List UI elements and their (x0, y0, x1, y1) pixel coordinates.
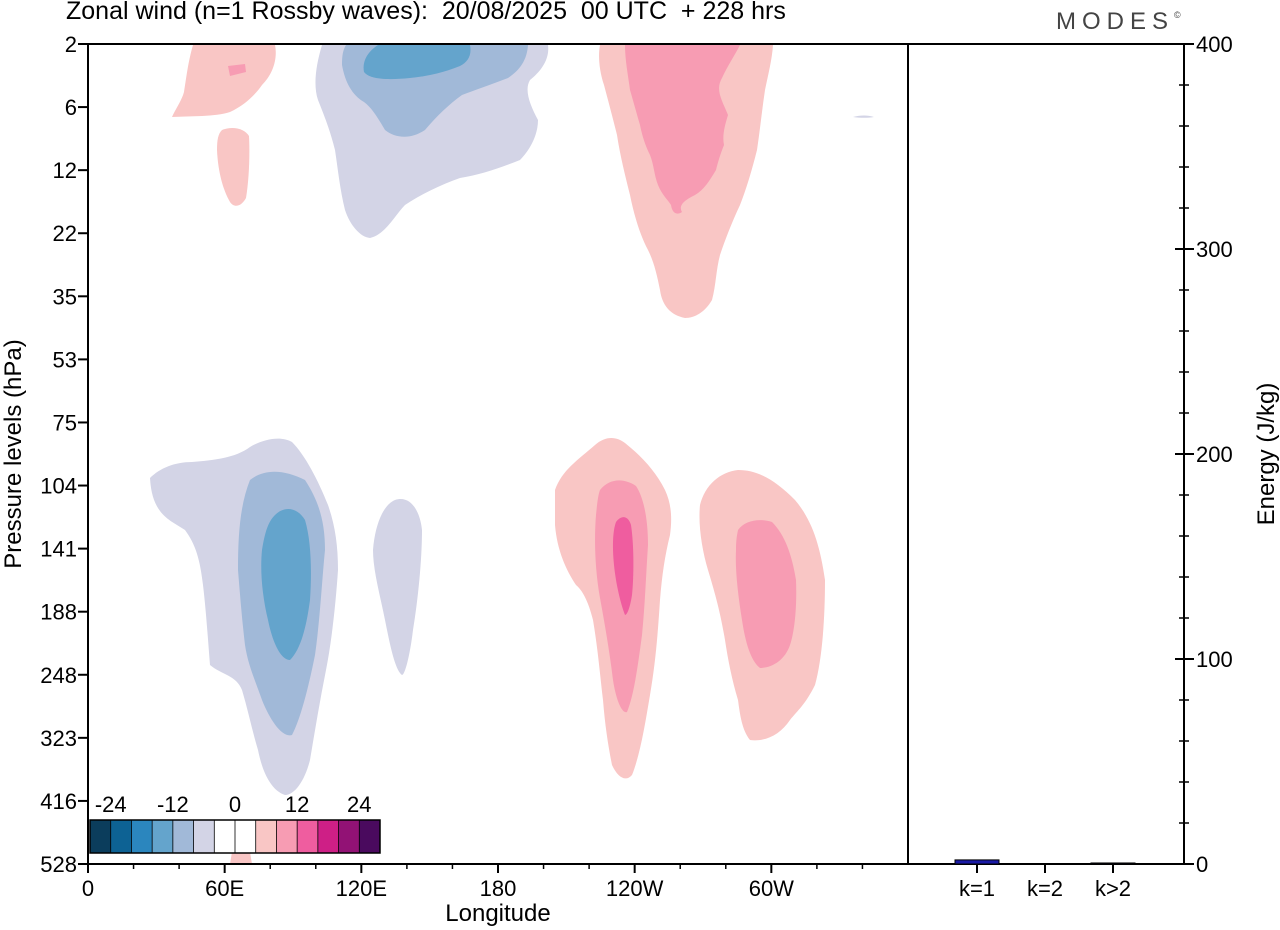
colorbar-swatch (297, 820, 319, 853)
energy-x-tick-label: k=2 (1027, 876, 1063, 901)
y-tick-label: 75 (53, 410, 77, 435)
contour-pos-upper-west-small (217, 128, 250, 206)
x-axis-label: Longitude (445, 900, 550, 927)
colorbar-swatch (276, 820, 298, 853)
colorbar-label: 12 (285, 792, 309, 817)
brand-mark: © (1174, 10, 1181, 20)
energy-y-tick-label: 100 (1196, 647, 1233, 672)
colorbar-swatch (193, 820, 215, 853)
x-axis: 0 60E 120E 180 120W 60W (82, 864, 864, 901)
energy-y-tick-label: 0 (1196, 852, 1208, 877)
colorbar-swatch (172, 820, 195, 853)
x-tick-label: 180 (480, 876, 517, 901)
colorbar-swatch (359, 820, 381, 853)
y-axis-label: Pressure levels (hPa) (0, 339, 27, 568)
colorbar-swatch (235, 820, 257, 853)
y-tick-label: 416 (40, 789, 77, 814)
x-tick-label: 120E (336, 876, 387, 901)
y-tick-label: 12 (53, 158, 77, 183)
contour-pos-upper-west-4 (172, 45, 276, 117)
colorbar-swatch (214, 820, 236, 853)
y-tick-label: 188 (40, 600, 77, 625)
colorbar-swatch (90, 820, 112, 853)
energy-axis-label: Energy (J/kg) (1253, 383, 1280, 526)
energy-panel-frame (907, 43, 1185, 865)
x-tick-label: 120W (606, 876, 664, 901)
colorbar-label: 24 (347, 792, 371, 817)
energy-x-tick-label: k=1 (959, 876, 995, 901)
contour-field (150, 45, 874, 864)
colorbar-label: -12 (157, 792, 189, 817)
colorbar-swatch (338, 820, 360, 853)
contour-pos-upper-west-8 (228, 64, 246, 76)
contour-neg-upper-12 (363, 45, 471, 80)
contour-pos-bottom-sliver (230, 852, 252, 864)
y-tick-label: 35 (53, 284, 77, 309)
y-tick-label: 528 (40, 852, 77, 877)
brand-logo: MODES© (1056, 8, 1181, 36)
contour-pos-lower-b-8 (735, 520, 797, 668)
y-tick-label: 53 (53, 347, 77, 372)
y-tick-label: 2 (65, 32, 77, 57)
y-tick-label: 6 (65, 95, 77, 120)
brand-name: MODES (1056, 8, 1175, 35)
colorbar-swatch (152, 820, 174, 853)
colorbar-swatch (255, 820, 277, 853)
contour-neg-lower-12 (261, 508, 311, 660)
colorbar-label: 0 (229, 792, 241, 817)
energy-bar (954, 859, 1000, 865)
energy-x-axis: k=1 k=2 k>2 (959, 864, 1131, 901)
x-tick-label: 60W (749, 876, 794, 901)
y-tick-label: 248 (40, 663, 77, 688)
contour-pos-lower-a-12 (612, 517, 634, 615)
colorbar-swatch (131, 820, 153, 853)
energy-y-tick-label: 200 (1196, 442, 1233, 467)
contour-neg-blip (853, 115, 874, 118)
y-tick-label: 104 (40, 474, 77, 499)
energy-x-tick-label: k>2 (1095, 876, 1131, 901)
energy-y-tick-label: 400 (1196, 32, 1233, 57)
y-tick-label: 323 (40, 726, 77, 751)
colorbar-labels: -24 -12 0 12 24 (95, 792, 372, 817)
colorbar-swatch (110, 820, 132, 853)
chart-title: Zonal wind (n=1 Rossby waves): 20/08/202… (66, 0, 786, 25)
y-tick-label: 141 (40, 537, 77, 562)
y-tick-label: 22 (53, 221, 77, 246)
contour-neg-lower-small (373, 499, 422, 675)
energy-y-axis: 0 100 200 300 400 (1175, 32, 1233, 877)
x-tick-label: 60E (205, 876, 244, 901)
colorbar-swatch (317, 820, 340, 853)
colorbar-label: -24 (95, 792, 127, 817)
energy-bar (1090, 862, 1136, 865)
contour-pos-upper-east-8 (625, 45, 740, 214)
colorbar (89, 819, 381, 854)
x-tick-label: 0 (82, 876, 94, 901)
y-axis: 2 6 12 22 35 53 75 104 141 188 248 323 416 528 (40, 32, 88, 877)
energy-y-tick-label: 300 (1196, 237, 1233, 262)
